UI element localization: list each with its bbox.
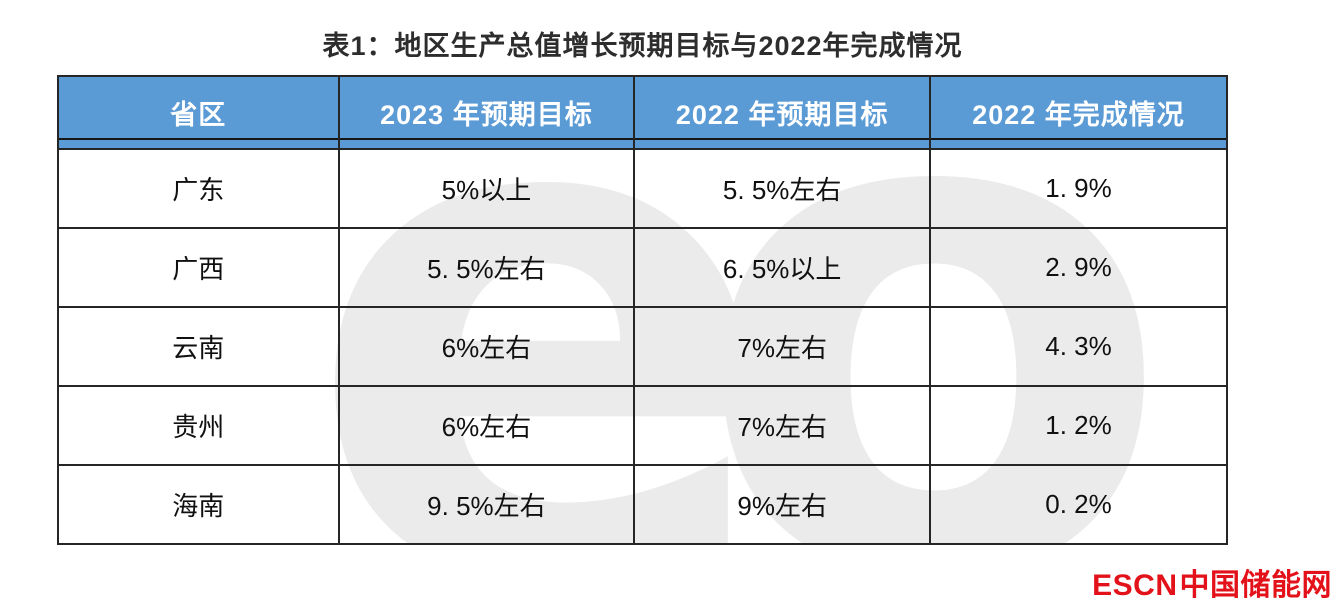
table-row: 海南 9. 5%左右 9%左右 0. 2%: [57, 464, 1228, 545]
header-cell-province: 省区: [57, 75, 340, 150]
table-row: 贵州 6%左右 7%左右 1. 2%: [57, 385, 1228, 466]
target-2022-cell: 9%左右: [633, 464, 932, 545]
escn-site-logo: ESCN中国储能网: [1092, 560, 1332, 604]
gdp-targets-table: 省区 2023 年预期目标 2022 年预期目标 2022 年完成情况 广东 5…: [57, 75, 1228, 545]
target-2022-cell: 7%左右: [633, 385, 932, 466]
completion-2022-cell: 1. 2%: [929, 385, 1228, 466]
target-2023-cell: 5. 5%左右: [337, 227, 636, 308]
site-name-text: 中国储能网: [1179, 569, 1332, 602]
completion-2022-cell: 1. 9%: [929, 148, 1228, 229]
completion-2022-cell: 2. 9%: [929, 227, 1228, 308]
province-cell: 广西: [57, 227, 340, 308]
table-row: 云南 6%左右 7%左右 4. 3%: [57, 306, 1228, 387]
province-cell: 广东: [57, 148, 340, 229]
target-2023-cell: 6%左右: [337, 385, 636, 466]
target-2022-cell: 7%左右: [633, 306, 932, 387]
target-2023-cell: 6%左右: [337, 306, 636, 387]
header-cell-target-2023: 2023 年预期目标: [337, 75, 636, 150]
province-cell: 海南: [57, 464, 340, 545]
target-2023-cell: 9. 5%左右: [337, 464, 636, 545]
escn-logo-text: ESCN: [1092, 569, 1178, 602]
table-row: 广东 5%以上 5. 5%左右 1. 9%: [57, 148, 1228, 229]
target-2023-cell: 5%以上: [337, 148, 636, 229]
province-cell: 云南: [57, 306, 340, 387]
completion-2022-cell: 0. 2%: [929, 464, 1228, 545]
header-cell-target-2022: 2022 年预期目标: [633, 75, 932, 150]
table-title: 表1：地区生产总值增长预期目标与2022年完成情况: [322, 31, 963, 61]
header-cell-completion-2022: 2022 年完成情况: [929, 75, 1228, 150]
target-2022-cell: 5. 5%左右: [633, 148, 932, 229]
target-2022-cell: 6. 5%以上: [633, 227, 932, 308]
gdp-table-area: e o 省区 2023 年预期目标 2022 年预期目标 2022 年完成情况: [57, 75, 1228, 545]
header-row: 省区 2023 年预期目标 2022 年预期目标 2022 年完成情况: [57, 75, 1228, 150]
completion-2022-cell: 4. 3%: [929, 306, 1228, 387]
table-row: 广西 5. 5%左右 6. 5%以上 2. 9%: [57, 227, 1228, 308]
province-cell: 贵州: [57, 385, 340, 466]
